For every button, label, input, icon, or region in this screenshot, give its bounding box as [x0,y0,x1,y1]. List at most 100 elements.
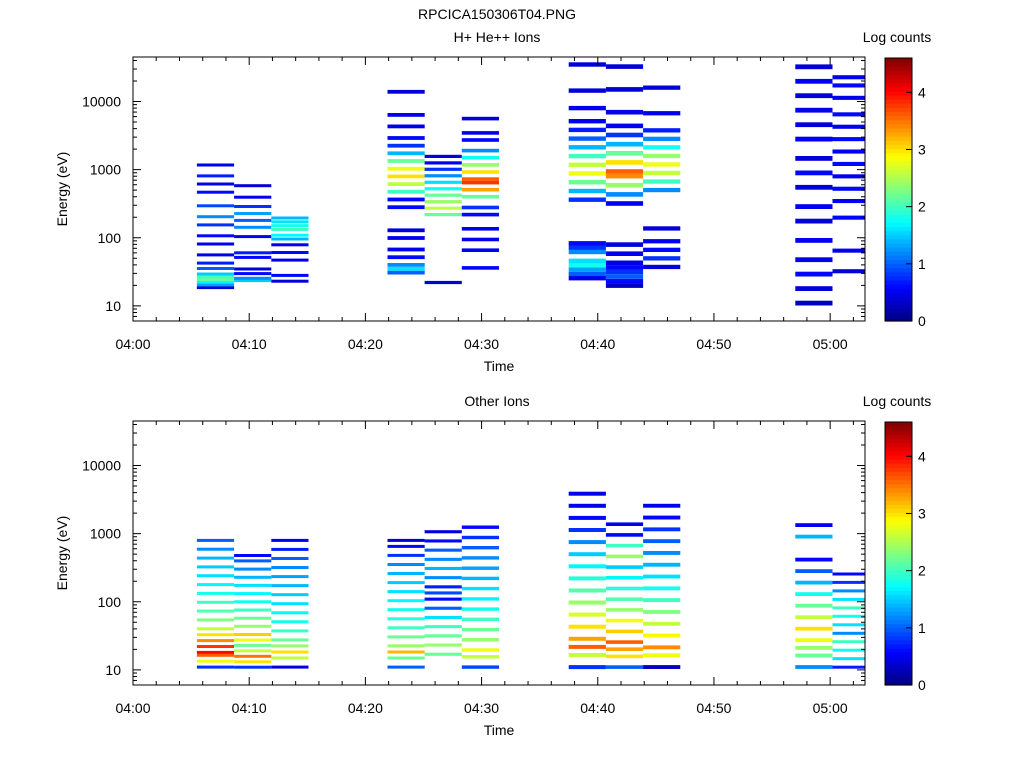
colorbar-segment [885,70,912,76]
energy-bin [605,182,644,188]
energy-bin [795,557,833,562]
colorbar-segment [885,78,912,84]
energy-bin [643,179,681,184]
colorbar-segment [885,267,912,273]
energy-bin [424,200,462,204]
energy-bin [461,648,499,652]
colorbar-segment [885,226,912,232]
energy-bin [271,243,309,247]
energy-bin [196,174,235,178]
colorbar-segment [885,652,912,657]
energy-bin [387,236,425,240]
energy-bin [643,128,681,133]
energy-bin [271,644,309,648]
colorbar-segment [885,173,912,178]
energy-bin [643,598,681,603]
energy-bin [568,653,606,657]
energy-bin [568,241,606,246]
energy-bin [568,552,606,557]
energy-bin [196,538,235,542]
energy-bin [271,538,309,542]
energy-bin [387,581,425,585]
energy-bin [387,650,425,654]
energy-bin [424,576,462,580]
energy-bin [832,112,865,117]
colorbar-segment [885,160,912,166]
energy-bin [568,644,606,649]
colorbar-tick-label: 3 [918,505,926,521]
energy-bin [461,638,499,642]
energy-bin [196,215,235,219]
energy-bin [234,624,272,628]
energy-bin [271,575,309,579]
panel-2: Other Ions 04:00 04:10 04:20 04:30 04:40 04:50… [54,393,931,738]
colorbar: 0 1 2 3 4 Log counts [863,393,932,693]
energy-bin [568,540,606,545]
y-tick-label: 1000 [90,162,121,178]
energy-bin [795,569,833,573]
colorbar-tick-label: 3 [918,141,926,157]
energy-bin [643,515,681,520]
energy-bin [387,626,425,630]
energy-bin [387,174,425,179]
colorbar-segment [885,619,912,624]
energy-bin [643,503,681,508]
energy-bin [461,170,499,174]
colorbar-segment [885,82,912,88]
energy-bin [832,186,865,191]
colorbar-segment [885,185,912,191]
energy-bin [271,629,309,633]
energy-bin [605,274,644,279]
energy-bin [832,657,865,661]
energy-bin [605,151,644,156]
energy-bin [461,535,499,540]
energy-bin [424,548,462,552]
colorbar-segment [885,168,912,174]
energy-bin [643,610,681,614]
energy-bin [461,586,499,591]
energy-bin [424,193,462,197]
colorbar-segment [885,205,912,211]
energy-bin [424,213,462,217]
energy-bin [461,566,499,570]
colorbar-segment [885,119,912,125]
energy-bin [271,228,309,231]
colorbar-segment [885,516,912,522]
energy-bin [234,616,272,620]
colorbar-segment [885,177,912,182]
energy-bin [795,626,833,631]
colorbar-segment [885,594,912,600]
colorbar-segment [885,664,912,670]
energy-bin [234,592,272,596]
energy-bin [643,153,681,159]
energy-bin [234,649,272,653]
energy-bin [568,249,606,255]
energy-bin [568,576,606,581]
colorbar-segment [885,623,912,629]
colorbar-frame [884,57,913,322]
y-axis: 10 100 1000 10000 Energy (eV) [54,59,865,322]
energy-bin [196,182,235,186]
x-axis: 04:00 04:10 04:20 04:30 04:40 04:50 05:00 Time [115,421,854,738]
energy-bin [643,665,681,669]
colorbar-segment [885,189,912,195]
energy-bin [643,645,681,650]
colorbar-segment [885,127,912,133]
colorbar-segment [885,602,912,608]
energy-bin [196,547,235,551]
energy-bin [461,195,499,199]
energy-bin [568,180,606,185]
y-tick-label: 10000 [82,458,121,474]
energy-bin [605,543,644,548]
energy-bin [387,635,425,639]
x-tick-label: 04:30 [464,336,499,352]
energy-bin [234,195,272,199]
colorbar-tick-label: 1 [918,256,926,272]
energy-bin [387,182,425,186]
energy-bin [832,640,865,644]
colorbar-segment [885,590,912,596]
colorbar-segment [885,537,912,542]
energy-bin [795,300,833,306]
energy-bin [271,566,309,569]
energy-bin [568,612,606,617]
